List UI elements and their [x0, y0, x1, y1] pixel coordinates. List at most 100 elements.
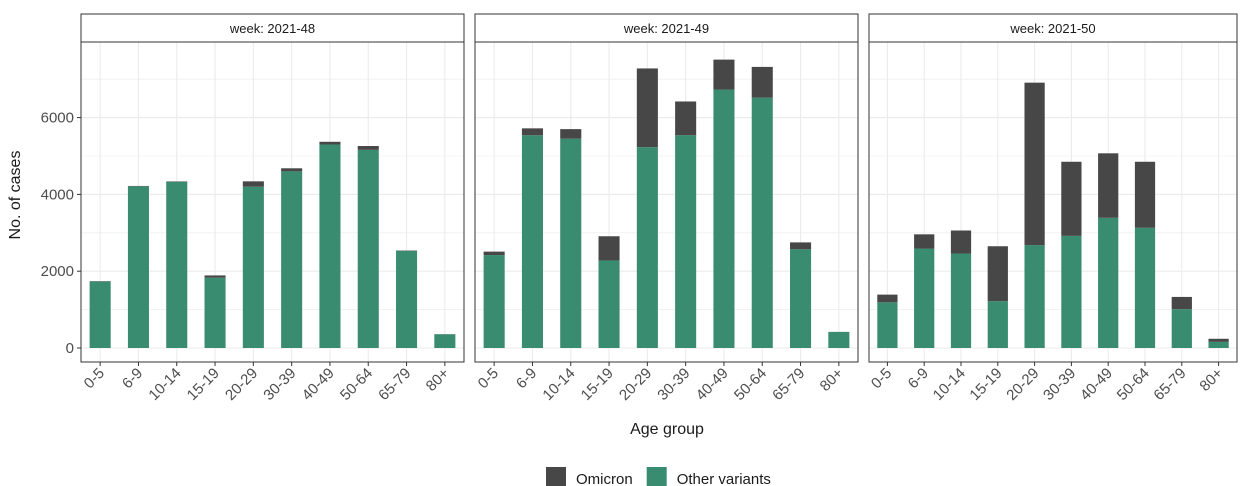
bar-other-variants-15-19 — [598, 260, 620, 348]
bar-omicron-40-49 — [713, 59, 735, 90]
x-tick-label: 10-14 — [539, 365, 578, 404]
facet-strip-label: week: 2021-50 — [1009, 21, 1095, 36]
bars — [877, 82, 1229, 348]
bar-omicron-65-79 — [1171, 296, 1192, 310]
bar-omicron-20-29 — [1024, 82, 1045, 246]
bar-other-variants-65-79 — [1171, 309, 1192, 348]
bar-other-variants-15-19 — [987, 301, 1008, 348]
y-tick-label: 0 — [66, 340, 74, 357]
y-tick-label: 2000 — [41, 263, 74, 280]
x-tick-label: 80+ — [817, 365, 847, 395]
x-tick-label: 6-9 — [513, 365, 540, 392]
bar-omicron-10-14 — [950, 230, 972, 254]
facet-strip — [80, 13, 465, 43]
bar-omicron-30-39 — [1061, 161, 1082, 236]
bar-omicron-50-64 — [1134, 161, 1156, 228]
x-tick-label: 10-14 — [145, 365, 184, 404]
x-axis-2021-50: 0-5 6-910-1415-1920-2930-3940-4950-6465-7… — [868, 362, 1227, 404]
facets: week: 2021-480-5 6-9 10-14 15-19 20-29 30-39 4… — [80, 13, 1238, 404]
bar-other-variants-80+ — [828, 331, 850, 348]
panel-border — [80, 41, 465, 363]
x-tick-label: 40-49 — [693, 365, 732, 404]
bar-omicron-6-9 — [521, 128, 543, 136]
bar-omicron-40-49 — [1098, 153, 1119, 218]
bar-other-variants-20-29 — [242, 186, 264, 348]
bar-omicron-20-29 — [636, 68, 658, 148]
x-tick-label: 15-19 — [184, 365, 223, 404]
bar-omicron-15-19 — [598, 236, 620, 261]
x-tick-label: 50-64 — [1114, 365, 1153, 404]
legend: Omicron Other variants — [546, 467, 771, 486]
x-tick-label: 15-19 — [578, 365, 617, 404]
bar-omicron-15-19 — [204, 275, 226, 278]
bar-other-variants-0-5 — [483, 255, 505, 348]
facet-strip-label: week: 2021-48 — [229, 21, 315, 36]
bar-other-variants-10-14 — [950, 253, 972, 348]
panel-border — [474, 41, 859, 363]
y-tick-label: 4000 — [41, 186, 74, 203]
bar-other-variants-20-29 — [1024, 245, 1045, 348]
bar-omicron-65-79 — [790, 242, 812, 250]
facet-strip-label: week: 2021-49 — [623, 21, 709, 36]
x-axis-2021-49: 0-5 6-9 10-14 15-19 20-29 30-39 40-49 50-64 65-7… — [475, 362, 847, 404]
bar-omicron-40-49 — [319, 141, 341, 145]
bar-other-variants-65-79 — [790, 249, 812, 348]
facet-strip — [474, 13, 859, 43]
bar-omicron-10-14 — [560, 129, 582, 139]
facet-panel-2021-48: week: 2021-48 0-5 6-9 10-14 15-19 20-29 30-39 4… — [80, 13, 465, 404]
x-axis-title: Age group — [630, 421, 704, 438]
bars — [89, 141, 456, 348]
bar-omicron-50-64 — [751, 66, 773, 98]
x-tick-label: 0-5 — [868, 365, 895, 392]
y-axis: 0 2000 4000 6000 — [41, 110, 81, 357]
bar-other-variants-15-19 — [204, 277, 226, 348]
legend-label: Other variants — [677, 471, 771, 486]
legend-label: Omicron — [576, 471, 633, 486]
bar-omicron-50-64 — [357, 146, 379, 150]
x-tick-label: 0-5 — [475, 365, 502, 392]
x-tick-label: 6-9 — [905, 365, 932, 392]
panel-border — [868, 41, 1238, 363]
x-tick-label: 15-19 — [966, 365, 1005, 404]
facet-strip — [868, 13, 1238, 43]
x-tick-label: 20-29 — [222, 365, 261, 404]
bar-omicron-15-19 — [987, 246, 1008, 302]
bar-other-variants-0-5 — [877, 302, 898, 348]
x-tick-label: 80+ — [1196, 365, 1226, 395]
bar-omicron-0-5 — [483, 251, 505, 256]
bars — [483, 59, 850, 349]
bar-omicron-6-9 — [914, 234, 935, 249]
bar-other-variants-6-9 — [521, 135, 543, 348]
bar-other-variants-6-9 — [914, 248, 935, 348]
x-tick-label: 10-14 — [930, 365, 969, 404]
bar-other-variants-20-29 — [636, 147, 658, 348]
legend-key-other-variants — [646, 467, 667, 486]
bar-other-variants-10-14 — [166, 181, 188, 348]
x-tick-label: 40-49 — [1077, 365, 1116, 404]
bar-other-variants-6-9 — [127, 186, 149, 348]
bar-other-variants-65-79 — [396, 250, 418, 348]
legend-key-omicron — [546, 467, 566, 486]
bar-other-variants-40-49 — [1098, 217, 1119, 348]
x-tick-label: 65-79 — [375, 365, 414, 404]
bar-other-variants-50-64 — [1134, 227, 1156, 348]
x-tick-label: 40-49 — [299, 365, 338, 404]
bar-omicron-30-39 — [281, 168, 303, 172]
facet-panel-2021-49: week: 2021-49 0-5 6-9 10-14 15-19 20-29 30-39 4… — [474, 13, 859, 404]
bar-other-variants-40-49 — [713, 89, 735, 349]
bar-other-variants-30-39 — [675, 135, 697, 348]
bar-other-variants-80+ — [1208, 341, 1229, 348]
x-axis-2021-48: 0-5 6-9 10-14 15-19 20-29 30-39 40-49 50-64 65-7… — [81, 362, 453, 404]
x-tick-label: 65-79 — [1150, 365, 1189, 404]
x-tick-label: 30-39 — [1040, 365, 1079, 404]
bar-other-variants-0-5 — [89, 281, 111, 348]
bar-other-variants-10-14 — [560, 138, 582, 348]
bar-other-variants-30-39 — [1061, 235, 1082, 348]
x-tick-label: 6-9 — [119, 365, 146, 392]
bar-other-variants-80+ — [434, 334, 456, 348]
bar-omicron-20-29 — [242, 181, 264, 187]
x-tick-label: 20-29 — [1003, 365, 1042, 404]
bar-omicron-30-39 — [675, 101, 697, 136]
bar-other-variants-50-64 — [751, 97, 773, 348]
